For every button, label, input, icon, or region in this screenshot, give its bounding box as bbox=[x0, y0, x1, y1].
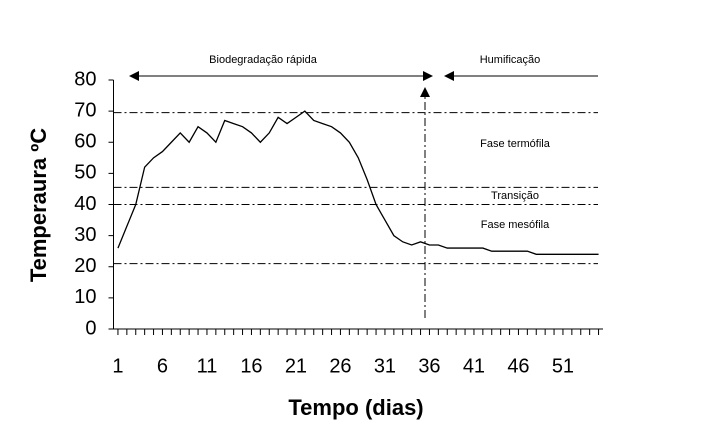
x-tick-label: 11 bbox=[197, 355, 218, 377]
y-tick-label: 80 bbox=[74, 68, 96, 90]
x-tick-label: 36 bbox=[418, 355, 440, 377]
x-axis-label: Tempo (dias) bbox=[288, 395, 423, 420]
x-tick-label: 21 bbox=[285, 355, 307, 377]
y-tick-label: 30 bbox=[74, 224, 96, 246]
y-tick-label: 40 bbox=[74, 193, 96, 215]
x-tick-label: 51 bbox=[552, 355, 574, 377]
y-axis-label: Temperaura ºC bbox=[26, 128, 51, 282]
y-tick-label: 10 bbox=[74, 286, 96, 308]
data-line bbox=[117, 110, 599, 255]
y-tick-label: 50 bbox=[74, 162, 96, 184]
y-tick-label: 0 bbox=[85, 317, 96, 339]
annotation: Humificação bbox=[480, 54, 541, 66]
y-tick-label: 60 bbox=[74, 131, 96, 153]
x-tick-label: 41 bbox=[463, 355, 485, 377]
x-tick-label: 1 bbox=[112, 355, 123, 377]
annotation: Transição bbox=[491, 190, 539, 202]
x-tick-label: 46 bbox=[507, 355, 529, 377]
annotation: Fase mesófila bbox=[481, 219, 550, 231]
x-tick-label: 31 bbox=[374, 355, 396, 377]
x-tick-label: 26 bbox=[329, 355, 351, 377]
annotation: Fase termófila bbox=[480, 138, 551, 150]
annotation: Biodegradação rápida bbox=[209, 54, 318, 66]
x-tick-label: 16 bbox=[240, 355, 262, 377]
y-tick-label: 20 bbox=[74, 255, 96, 277]
y-tick-label: 70 bbox=[74, 99, 96, 121]
x-tick-label: 6 bbox=[157, 355, 168, 377]
